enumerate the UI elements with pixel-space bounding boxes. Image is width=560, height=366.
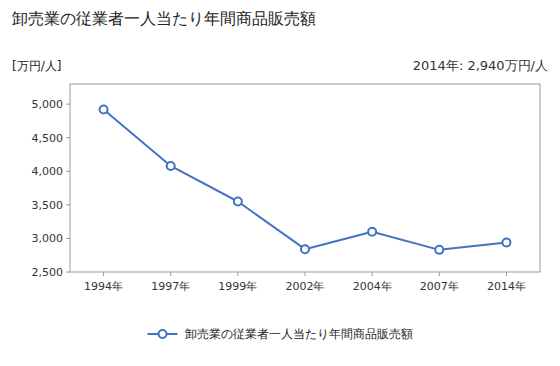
x-tick-label: 2004年 [353,280,392,293]
y-axis-label: [万円/人] [12,59,61,73]
x-tick [103,272,104,276]
x-tick [305,272,306,276]
line [104,110,507,250]
point [234,198,242,206]
legend: 卸売業の従業者一人当たり年間商品販売額 [148,327,413,341]
y-tick-label: 4,500 [32,132,64,145]
y-tick-label: 3,500 [32,199,64,212]
legend-item: 卸売業の従業者一人当たり年間商品販売額 [148,327,413,341]
y-tick [66,104,70,105]
title: 卸売業の従業者一人当たり年間商品販売額 [12,9,316,28]
y-tick-label: 2,500 [32,266,64,279]
x-tick [439,272,440,276]
y-tick [66,171,70,172]
y-tick [66,137,70,138]
y-tick-label: 5,000 [32,98,64,111]
y-tick [66,238,70,239]
x-tick [170,272,171,276]
x-tick-label: 2002年 [286,280,325,293]
point [435,246,443,254]
point [301,245,309,253]
y-tick [66,272,70,273]
x-tick [237,272,238,276]
y-tick [66,204,70,205]
point [368,228,376,236]
chart-container: 卸売業の従業者一人当たり年間商品販売額 [万円/人] 2014年: 2,940万円/… [0,0,560,366]
x-tick-label: 1999年 [218,280,257,293]
plot-frame [70,84,540,272]
x-tick-label: 1994年 [84,280,123,293]
y-tick-label: 3,000 [32,232,64,245]
x-tick-label: 2007年 [420,280,459,293]
y-tick-label: 4,000 [32,165,64,178]
x-tick-label: 2014年 [487,280,526,293]
annotation: 2014年: 2,940万円/人 [413,58,548,73]
chart: 卸売業の従業者一人当たり年間商品販売額 [万円/人] 2014年: 2,940万円/… [0,0,560,366]
x-tick [372,272,373,276]
point [167,162,175,170]
plot-area [100,106,511,254]
legend-marker [159,330,167,338]
x-tick [506,272,507,276]
point [502,238,510,246]
x-tick-label: 1997年 [151,280,190,293]
point [100,106,108,114]
legend-label: 卸売業の従業者一人当たり年間商品販売額 [185,327,413,341]
